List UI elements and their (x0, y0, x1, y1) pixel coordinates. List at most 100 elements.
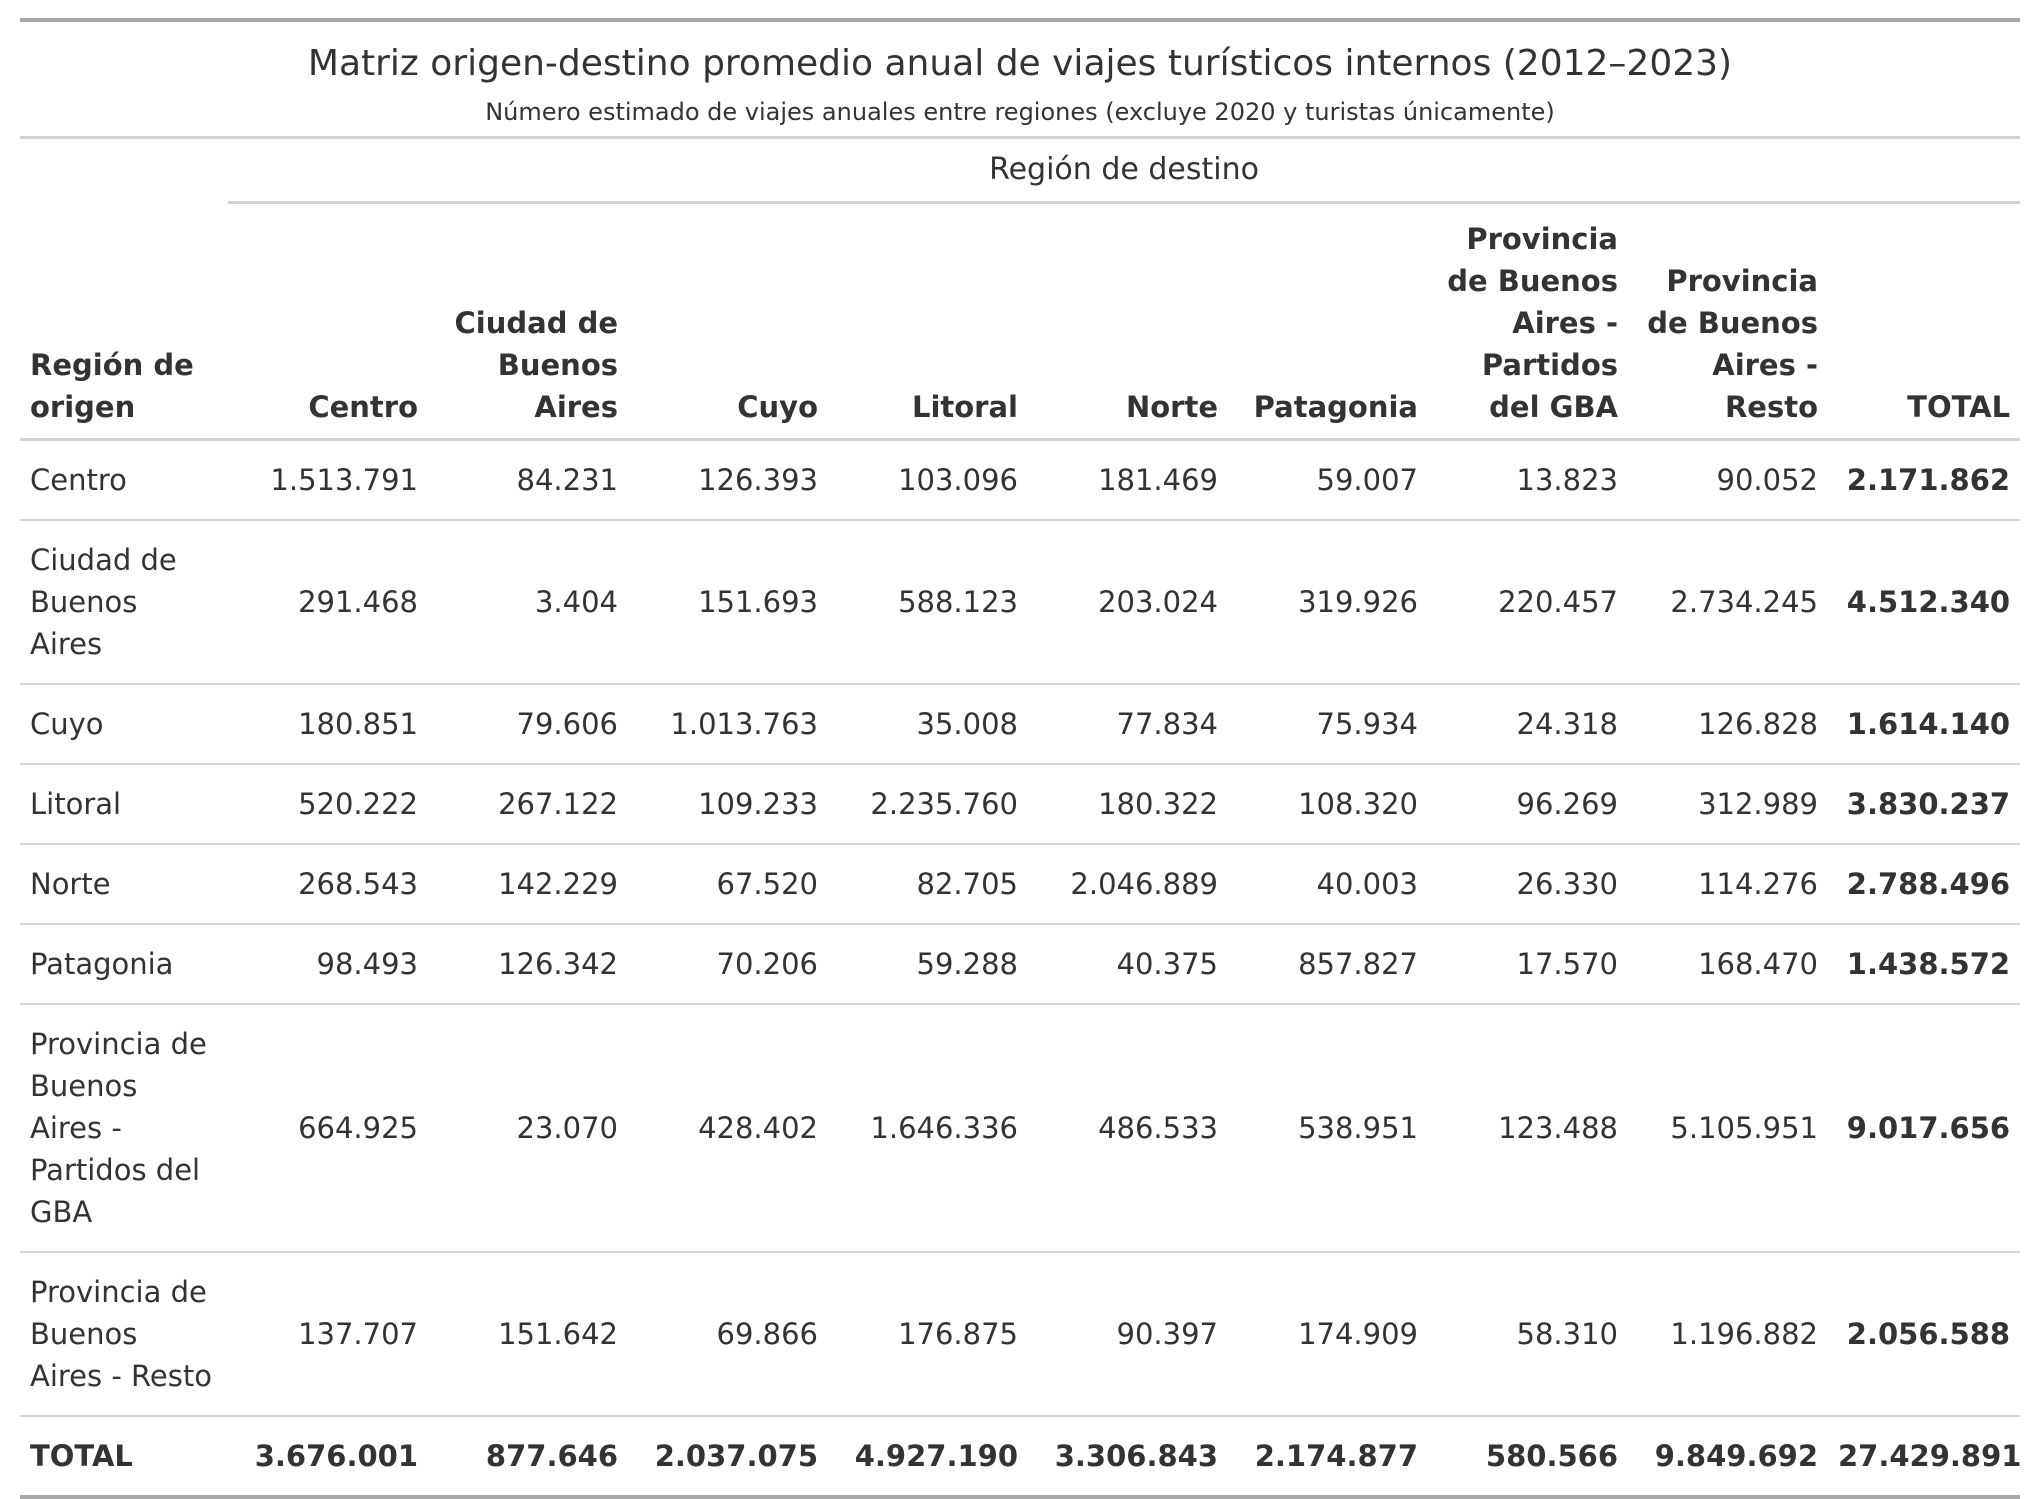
table-cell: 291.468 (228, 520, 428, 685)
stub-header: Región de origen (20, 204, 228, 441)
table-cell: 1.196.882 (1628, 1252, 1828, 1417)
total-cell: 2.037.075 (628, 1415, 828, 1499)
table-cell: 664.925 (228, 1004, 428, 1253)
table-cell: 96.269 (1428, 764, 1628, 845)
table-cell: 82.705 (828, 844, 1028, 925)
total-cell: 27.429.891 (1828, 1415, 2021, 1499)
table-cell: 180.322 (1028, 764, 1228, 845)
total-cell: 9.849.692 (1628, 1415, 1828, 1499)
table-cell: 168.470 (1628, 924, 1828, 1005)
table-cell: 4.512.340 (1828, 520, 2021, 685)
table-cell: 588.123 (828, 520, 1028, 685)
column-header-norte: Norte (1028, 204, 1228, 441)
table-cell: 123.488 (1428, 1004, 1628, 1253)
table-cell: 79.606 (428, 684, 628, 765)
table-cell: 126.393 (628, 439, 828, 521)
table-cell: 126.828 (1628, 684, 1828, 765)
table-cell: 59.007 (1228, 439, 1428, 521)
table-cell: 98.493 (228, 924, 428, 1005)
table-cell: 69.866 (628, 1252, 828, 1417)
table-cell: 109.233 (628, 764, 828, 845)
column-header-cuyo: Cuyo (628, 204, 828, 441)
table-cell: 2.056.588 (1828, 1252, 2021, 1417)
row-label-cuyo: Cuyo (20, 684, 228, 765)
table-cell: 1.438.572 (1828, 924, 2021, 1005)
column-header-provincia-de-buenos-aires-partidos-del-gba: Provincia de Buenos Aires - Partidos del… (1428, 204, 1628, 441)
table-cell: 2.788.496 (1828, 844, 2021, 925)
table-cell: 176.875 (828, 1252, 1028, 1417)
row-label-provincia-de-buenos-aires-partidos-del-gba: Provincia de Buenos Aires - Partidos del… (20, 1004, 228, 1253)
row-label-patagonia: Patagonia (20, 924, 228, 1005)
table-cell: 13.823 (1428, 439, 1628, 521)
table-cell: 17.570 (1428, 924, 1628, 1005)
row-label-ciudad-de-buenos-aires: Ciudad de Buenos Aires (20, 520, 228, 685)
table-cell: 151.642 (428, 1252, 628, 1417)
row-label-provincia-de-buenos-aires-resto: Provincia de Buenos Aires - Resto (20, 1252, 228, 1417)
total-cell: 3.676.001 (228, 1415, 428, 1499)
table-row: Norte 268.543 142.229 67.520 82.705 2.046.889… (20, 844, 2021, 925)
table-cell: 268.543 (228, 844, 428, 925)
table-row: Provincia de Buenos Aires - Partidos del… (20, 1004, 2021, 1253)
table-cell: 203.024 (1028, 520, 1228, 685)
table-cell: 151.693 (628, 520, 828, 685)
table-cell: 67.520 (628, 844, 828, 925)
table-cell: 3.404 (428, 520, 628, 685)
table-cell: 58.310 (1428, 1252, 1628, 1417)
table-body: Centro 1.513.791 84.231 126.393 103.096 181.4… (20, 439, 2021, 1499)
table-row: Ciudad de Buenos Aires 291.468 3.404 151.69… (20, 520, 2021, 685)
table-cell: 857.827 (1228, 924, 1428, 1005)
column-header-litoral: Litoral (828, 204, 1028, 441)
table-cell: 538.951 (1228, 1004, 1428, 1253)
column-header-row: Región de origen Centro Ciudad de Buenos … (20, 204, 2021, 441)
table-cell: 9.017.656 (1828, 1004, 2021, 1253)
total-cell: 3.306.843 (1028, 1415, 1228, 1499)
table-row: Litoral 520.222 267.122 109.233 2.235.760 180… (20, 764, 2021, 845)
table-cell: 126.342 (428, 924, 628, 1005)
table-container: Matriz origen-destino promedio anual de … (20, 18, 2021, 1499)
table-cell: 267.122 (428, 764, 628, 845)
table-cell: 59.288 (828, 924, 1028, 1005)
column-header-provincia-de-buenos-aires-resto: Provincia de Buenos Aires - Resto (1628, 204, 1828, 441)
total-cell: 2.174.877 (1228, 1415, 1428, 1499)
row-label-litoral: Litoral (20, 764, 228, 845)
table-cell: 312.989 (1628, 764, 1828, 845)
table-cell: 1.513.791 (228, 439, 428, 521)
column-header-total: TOTAL (1828, 204, 2021, 441)
header-rule (20, 136, 2020, 139)
table-subtitle: Número estimado de viajes anuales entre … (485, 98, 1555, 126)
table-cell: 35.008 (828, 684, 1028, 765)
table-cell: 90.397 (1028, 1252, 1228, 1417)
table-title: Matriz origen-destino promedio anual de … (307, 43, 1733, 84)
table-cell: 2.171.862 (1828, 439, 2021, 521)
total-cell: 877.646 (428, 1415, 628, 1499)
table-cell: 520.222 (228, 764, 428, 845)
table-cell: 75.934 (1228, 684, 1428, 765)
table-row: Centro 1.513.791 84.231 126.393 103.096 181.4… (20, 439, 2021, 521)
table-cell: 2.734.245 (1628, 520, 1828, 685)
table-cell: 70.206 (628, 924, 828, 1005)
table-cell: 3.830.237 (1828, 764, 2021, 845)
table-cell: 103.096 (828, 439, 1028, 521)
column-header-centro: Centro (228, 204, 428, 441)
table-cell: 2.235.760 (828, 764, 1028, 845)
table-cell: 114.276 (1628, 844, 1828, 925)
total-cell: 580.566 (1428, 1415, 1628, 1499)
table-cell: 181.469 (1028, 439, 1228, 521)
total-row: TOTAL 3.676.001 877.646 2.037.075 4.927.190 3… (20, 1415, 2021, 1499)
table-cell: 40.375 (1028, 924, 1228, 1005)
table-cell: 23.070 (428, 1004, 628, 1253)
table-cell: 142.229 (428, 844, 628, 925)
row-label-norte: Norte (20, 844, 228, 925)
table-cell: 428.402 (628, 1004, 828, 1253)
table-cell: 319.926 (1228, 520, 1428, 685)
table-cell: 486.533 (1028, 1004, 1228, 1253)
table-cell: 2.046.889 (1028, 844, 1228, 925)
column-header-patagonia: Patagonia (1228, 204, 1428, 441)
table-cell: 40.003 (1228, 844, 1428, 925)
top-rule (20, 18, 2020, 22)
column-spanner: Región de destino (228, 149, 2021, 204)
table-cell: 137.707 (228, 1252, 428, 1417)
table-cell: 77.834 (1028, 684, 1228, 765)
total-cell: 4.927.190 (828, 1415, 1028, 1499)
row-label-centro: Centro (20, 439, 228, 521)
